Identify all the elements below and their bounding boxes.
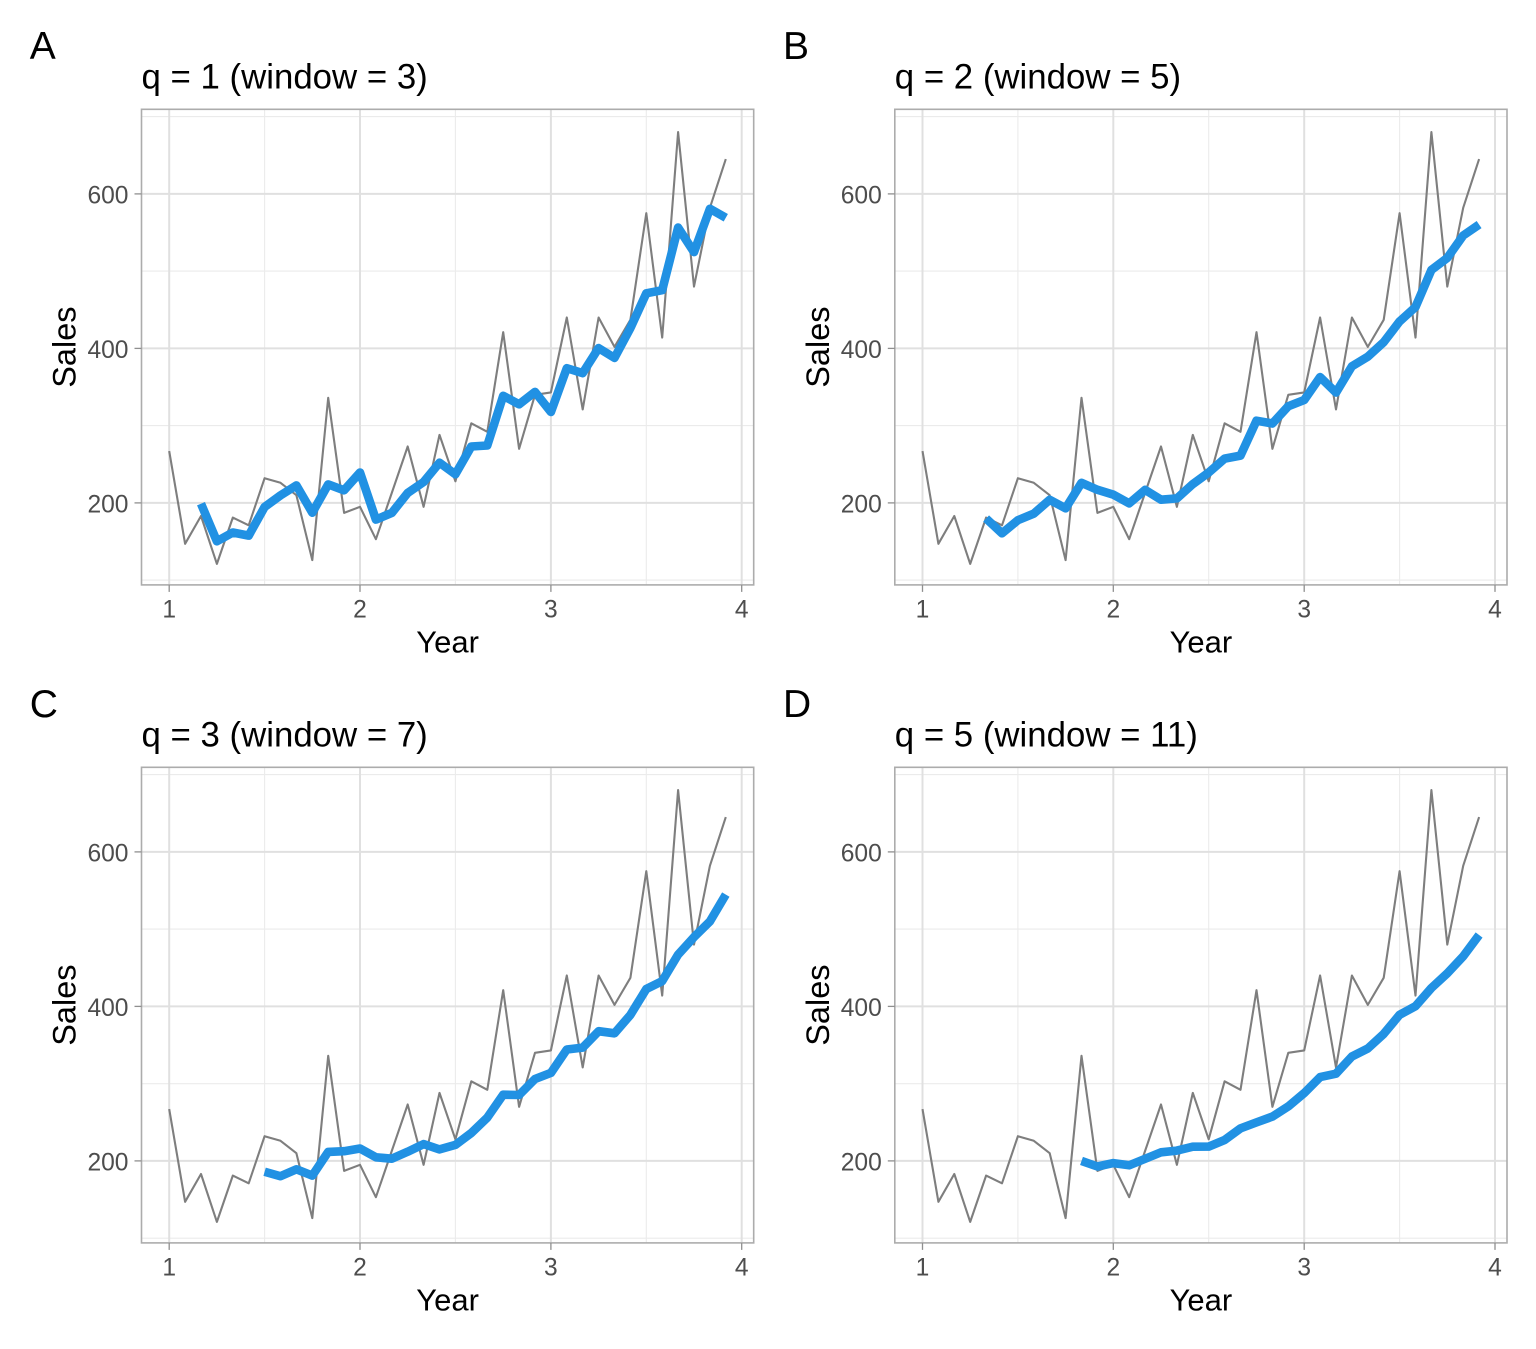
svg-text:600: 600 — [87, 183, 128, 210]
svg-text:q = 1 (window = 3): q = 1 (window = 3) — [142, 57, 428, 96]
svg-text:3: 3 — [1297, 1255, 1311, 1282]
svg-text:D: D — [783, 683, 811, 726]
svg-text:1: 1 — [916, 597, 930, 624]
svg-text:2: 2 — [353, 1255, 367, 1282]
svg-text:400: 400 — [841, 995, 882, 1022]
svg-text:q = 5 (window = 11): q = 5 (window = 11) — [895, 715, 1198, 754]
svg-text:Sales: Sales — [800, 306, 836, 387]
svg-text:B: B — [783, 25, 809, 68]
svg-text:600: 600 — [841, 183, 882, 210]
svg-text:4: 4 — [735, 597, 749, 624]
svg-text:Year: Year — [416, 624, 479, 659]
svg-text:600: 600 — [87, 841, 128, 868]
svg-text:400: 400 — [841, 337, 882, 364]
svg-text:q = 3 (window = 7): q = 3 (window = 7) — [142, 715, 428, 754]
svg-text:1: 1 — [162, 597, 176, 624]
svg-text:Year: Year — [1170, 624, 1233, 659]
svg-text:Sales: Sales — [800, 964, 836, 1045]
svg-text:3: 3 — [1297, 597, 1311, 624]
svg-text:C: C — [30, 683, 58, 726]
svg-text:4: 4 — [1488, 1255, 1502, 1282]
svg-text:2: 2 — [353, 597, 367, 624]
svg-text:400: 400 — [87, 995, 128, 1022]
svg-text:Sales: Sales — [47, 306, 83, 387]
svg-text:600: 600 — [841, 841, 882, 868]
svg-text:200: 200 — [87, 492, 128, 519]
svg-text:4: 4 — [735, 1255, 749, 1282]
svg-text:2: 2 — [1106, 597, 1120, 624]
svg-text:Year: Year — [1170, 1282, 1233, 1317]
svg-text:200: 200 — [841, 492, 882, 519]
svg-text:4: 4 — [1488, 597, 1502, 624]
svg-text:2: 2 — [1106, 1255, 1120, 1282]
svg-text:3: 3 — [544, 1255, 558, 1282]
svg-text:1: 1 — [916, 1255, 930, 1282]
svg-text:200: 200 — [841, 1150, 882, 1177]
svg-text:3: 3 — [544, 597, 558, 624]
svg-text:1: 1 — [162, 1255, 176, 1282]
svg-text:Sales: Sales — [47, 964, 83, 1045]
svg-text:A: A — [30, 25, 56, 68]
svg-text:Year: Year — [416, 1282, 479, 1317]
svg-text:q = 2 (window = 5): q = 2 (window = 5) — [895, 57, 1181, 96]
svg-text:200: 200 — [87, 1150, 128, 1177]
svg-text:400: 400 — [87, 337, 128, 364]
